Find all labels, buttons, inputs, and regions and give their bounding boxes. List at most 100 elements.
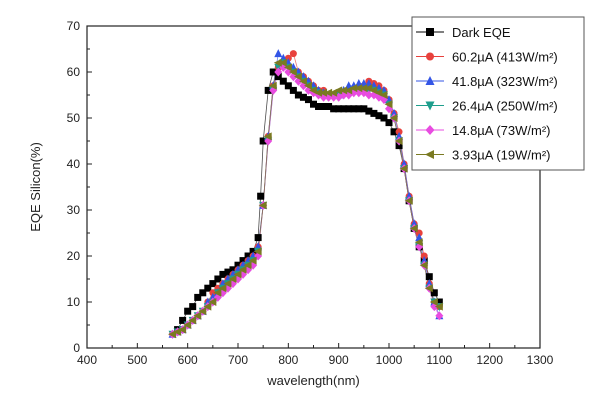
data-point [404,196,413,205]
legend: Dark EQE 60.2µA (413W/m²) 41.8µA (323W/m²)… [411,16,585,171]
data-point [303,81,312,90]
series-points [168,49,444,339]
data-point [273,58,282,67]
data-point [268,81,277,90]
data-point [365,107,373,115]
x-tick-label: 400 [77,353,97,367]
x-axis-label: wavelength(nm) [266,373,360,388]
data-point [389,114,398,122]
data-point [355,105,363,113]
data-point [283,63,292,72]
data-point [435,311,444,321]
data-point [429,298,438,306]
legend-label: 41.8µA (323W/m²) [452,74,558,89]
data-point [434,302,443,311]
data-point [334,86,343,95]
data-point [424,284,433,293]
data-point [319,88,328,97]
y-tick-label: 30 [67,203,81,217]
data-point [248,256,257,265]
data-point [339,86,348,95]
data-point [419,261,428,270]
data-point [269,68,277,76]
data-point [279,77,287,85]
data-point [299,93,307,101]
legend-marker [425,76,435,85]
data-point [264,86,272,94]
data-point [274,73,282,81]
data-point [209,280,217,288]
x-tick-label: 1100 [426,353,452,367]
x-tick-label: 1200 [476,353,503,367]
data-point [325,103,333,110]
legend-marker [425,101,435,111]
data-point [385,119,393,127]
data-point [208,298,217,306]
data-point [184,307,192,315]
data-point [293,72,302,81]
data-point [263,132,272,141]
data-point [204,284,212,292]
x-tick-label: 500 [127,353,147,367]
data-point [274,49,283,58]
data-point [288,68,297,76]
data-point [379,91,388,99]
data-point [233,270,242,279]
data-point [189,303,197,311]
data-point [345,105,353,113]
y-tick-label: 10 [67,295,81,309]
x-tick-label: 900 [329,353,349,367]
data-point [435,298,443,306]
data-point [188,316,197,325]
x-tick-label: 700 [228,353,248,367]
data-point [394,137,403,145]
y-tick-label: 60 [67,65,81,79]
data-point [253,247,262,256]
data-point [384,100,393,109]
data-point [228,275,237,283]
data-point [284,82,292,90]
legend-label: 60.2µA (413W/m²) [452,50,558,65]
axes-group: 400 500 600 700 800 900 1000 1100 1200 1300 0 10 20 3… [67,19,554,367]
data-point [259,137,267,145]
data-point [370,109,378,117]
data-point [199,289,207,297]
data-point [193,311,202,320]
data-point [324,88,333,97]
data-point [395,142,403,150]
data-point [257,192,265,200]
data-point [409,224,418,233]
data-point [198,307,207,316]
data-point [219,270,227,278]
data-point [249,247,257,255]
y-axis-label: EQE Silicon(%) [28,142,43,232]
data-point [229,266,237,274]
x-tick-label: 800 [278,353,298,367]
data-point [360,105,368,113]
data-point [238,265,247,274]
data-point [178,325,187,334]
data-point [209,289,217,297]
data-point [243,261,252,270]
data-point [354,84,363,93]
y-tick-label: 20 [67,249,81,263]
data-point [203,302,212,311]
legend-marker [426,52,434,61]
data-point [258,201,267,210]
data-point [239,257,247,265]
data-point [278,58,287,67]
legend-label: 26.4µA (250W/m²) [452,99,558,114]
x-tick-label: 600 [178,353,198,367]
data-point [183,321,192,329]
data-point [380,114,388,122]
data-point [214,275,222,283]
legend-marker [425,150,434,159]
data-point [390,128,398,136]
data-point [420,252,428,260]
legend-marker [425,125,435,135]
data-point [294,91,302,99]
legend-box [411,16,585,171]
data-point [335,105,343,113]
x-tick-label: 1300 [527,353,554,367]
